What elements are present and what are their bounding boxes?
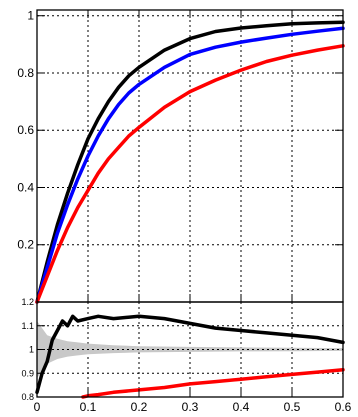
ratio-x-tick-label: 0.3: [182, 400, 199, 414]
ratio-uncertainty-band: [37, 321, 343, 378]
main-y-tick-label: 0.2: [17, 238, 34, 252]
ratio-x-tick-label: 0.6: [335, 400, 352, 414]
ratio-y-tick-label: 1.2: [21, 297, 34, 307]
ratio-x-tick-label: 0: [34, 400, 41, 414]
ratio-y-tick-label: 0.8: [21, 392, 34, 402]
main-series-0-line: [35, 20, 345, 304]
ratio-series-1-line: [81, 367, 345, 399]
main-y-tick-label: 0.6: [17, 123, 34, 137]
ratio-x-tick-label: 0.1: [80, 400, 97, 414]
main-y-tick-label: 0.4: [17, 180, 34, 194]
main-series-1-line: [35, 26, 345, 304]
ratio-y-tick-label: 1.1: [21, 321, 34, 331]
main-y-tick-label: 0.8: [17, 66, 34, 80]
ratio-x-tick-label: 0.5: [284, 400, 301, 414]
ratio-x-tick-label: 0.2: [131, 400, 148, 414]
ratio-y-tick-label: 1: [29, 345, 34, 355]
main-y-tick-label: 1: [27, 9, 34, 23]
ratio-series-0-line: [35, 314, 345, 395]
ratio-x-tick-label: 0.4: [233, 400, 250, 414]
ratio-y-tick-label: 0.9: [21, 368, 34, 378]
main-series-2-line: [35, 44, 345, 304]
